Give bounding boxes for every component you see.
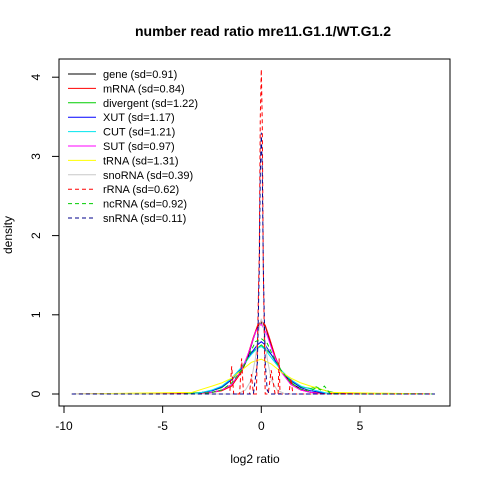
series-line (71, 322, 435, 395)
y-tick-label: 3 (29, 153, 43, 160)
legend-label: SUT (sd=0.97) (103, 141, 175, 153)
legend-label: gene (sd=0.91) (103, 69, 177, 81)
legend-label: snoRNA (sd=0.39) (103, 170, 193, 182)
y-axis-label: density (1, 216, 15, 254)
y-tick-label: 0 (29, 390, 43, 397)
y-tick-label: 4 (29, 74, 43, 81)
series-line (71, 318, 435, 395)
y-tick-label: 1 (29, 311, 43, 318)
plot-frame (58, 58, 451, 407)
legend-label: mRNA (sd=0.84) (103, 83, 185, 95)
series-layer (71, 69, 435, 395)
series-line (71, 69, 435, 395)
series-line (71, 341, 435, 395)
x-axis-label: log2 ratio (230, 452, 280, 466)
series-line (71, 132, 435, 395)
series-line (71, 345, 435, 395)
chart-title: number read ratio mre11.G1.1/WT.G1.2 (135, 23, 391, 39)
series-line (71, 323, 435, 395)
x-tick-label: 5 (357, 419, 364, 433)
x-tick-label: 0 (258, 419, 265, 433)
y-axis: 0 1 2 3 4 (29, 74, 60, 397)
legend-label: XUT (sd=1.17) (103, 112, 175, 124)
series-line (71, 338, 435, 395)
x-axis: -10 -5 0 5 (55, 405, 364, 433)
legend-label: CUT (sd=1.21) (103, 127, 175, 139)
legend-label: snRNA (sd=0.11) (103, 213, 186, 225)
x-tick-label: -5 (157, 419, 168, 433)
x-tick-label: -10 (55, 419, 73, 433)
series-line (71, 320, 435, 395)
legend: gene (sd=0.91) mRNA (sd=0.84) divergent (s… (68, 69, 198, 225)
legend-label: divergent (sd=1.22) (103, 98, 198, 110)
series-line (71, 358, 435, 395)
legend-label: rRNA (sd=0.62) (103, 184, 179, 196)
legend-label: tRNA (sd=1.31) (103, 155, 179, 167)
legend-label: ncRNA (sd=0.92) (103, 199, 187, 211)
y-tick-label: 2 (29, 232, 43, 239)
